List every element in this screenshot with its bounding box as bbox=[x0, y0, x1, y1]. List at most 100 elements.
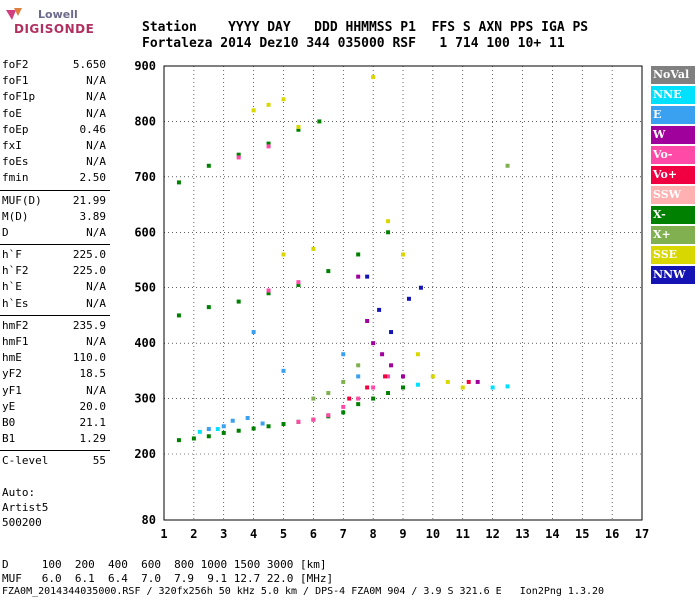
data-point bbox=[296, 127, 301, 132]
data-point bbox=[236, 155, 241, 160]
parameter-row: foF1p N/A bbox=[0, 90, 110, 106]
data-point bbox=[386, 374, 391, 379]
data-point bbox=[365, 274, 370, 279]
parameter-row: h`F 225.0 bbox=[0, 248, 110, 264]
parameter-name: h`F bbox=[2, 248, 22, 262]
data-point bbox=[356, 363, 361, 368]
legend: NoVal NNE E W Vo- Vo+ SSW X- X+ SSE NNW bbox=[651, 66, 695, 286]
data-point bbox=[371, 341, 376, 346]
data-point bbox=[386, 230, 391, 235]
data-point bbox=[380, 352, 385, 357]
data-point bbox=[386, 391, 391, 396]
data-point bbox=[245, 415, 250, 420]
parameter-value: 21.1 bbox=[79, 415, 107, 429]
y-tick-label: 600 bbox=[134, 225, 156, 239]
parameter-name: yF1 bbox=[2, 383, 22, 397]
parameter-value: N/A bbox=[86, 90, 106, 104]
parameter-row: B1 1.29 bbox=[0, 432, 110, 448]
parameter-row: hmF2 235.9 bbox=[0, 319, 110, 335]
parameter-name: foF1p bbox=[2, 90, 36, 104]
data-point bbox=[281, 422, 286, 427]
parameter-name: B0 bbox=[2, 415, 16, 429]
parameter-separator bbox=[0, 244, 110, 246]
parameter-name: h`F2 bbox=[2, 264, 29, 278]
data-point bbox=[281, 368, 286, 373]
data-point bbox=[251, 108, 256, 113]
data-point bbox=[326, 391, 331, 396]
legend-item: Vo+ bbox=[651, 166, 695, 184]
data-point bbox=[401, 374, 405, 379]
data-point bbox=[371, 75, 376, 80]
legend-item: NoVal bbox=[651, 66, 695, 84]
data-point bbox=[230, 418, 235, 423]
parameter-row: hmF1 N/A bbox=[0, 335, 110, 351]
data-point bbox=[266, 102, 271, 107]
data-point bbox=[221, 424, 226, 429]
parameter-name: M(D) bbox=[2, 209, 29, 223]
data-point bbox=[281, 97, 286, 102]
parameter-name: yF2 bbox=[2, 367, 22, 381]
data-point bbox=[356, 274, 361, 279]
y-tick-label: 500 bbox=[134, 281, 156, 295]
header-values: Fortaleza 2014 Dez10 344 035000 RSF 1 71… bbox=[142, 36, 565, 51]
legend-item: X- bbox=[651, 206, 695, 224]
data-point bbox=[365, 318, 370, 323]
parameter-value: 55 bbox=[92, 454, 106, 468]
parameter-name: foEs bbox=[2, 155, 29, 169]
data-point bbox=[215, 427, 220, 432]
data-point bbox=[206, 434, 211, 439]
data-point bbox=[311, 417, 316, 422]
data-point bbox=[365, 385, 370, 390]
x-tick-label: 11 bbox=[456, 527, 470, 541]
parameter-row: h`F2 225.0 bbox=[0, 264, 110, 280]
parameter-name: yE bbox=[2, 399, 16, 413]
data-point bbox=[383, 374, 388, 379]
x-tick-label: 15 bbox=[575, 527, 589, 541]
x-tick-label: 4 bbox=[250, 527, 257, 541]
x-tick-label: 8 bbox=[370, 527, 377, 541]
data-point bbox=[266, 144, 271, 149]
data-point bbox=[206, 427, 211, 432]
data-point bbox=[386, 219, 391, 224]
x-tick-label: 14 bbox=[545, 527, 559, 541]
parameter-name: MUF(D) bbox=[2, 193, 42, 207]
data-point bbox=[176, 180, 181, 185]
data-point bbox=[356, 402, 361, 407]
data-point bbox=[251, 330, 256, 335]
x-tick-label: 10 bbox=[426, 527, 440, 541]
data-point bbox=[475, 379, 480, 384]
legend-item: SSE bbox=[651, 246, 695, 264]
parameter-row: D N/A bbox=[0, 226, 110, 242]
data-point bbox=[191, 436, 196, 441]
logo-line2: DIGISONDE bbox=[14, 22, 95, 36]
parameter-name: h`Es bbox=[2, 296, 29, 310]
data-point bbox=[251, 426, 256, 431]
parameter-value: N/A bbox=[86, 383, 106, 397]
parameter-value: N/A bbox=[86, 225, 106, 239]
y-tick-label: 900 bbox=[134, 59, 156, 73]
data-point bbox=[371, 396, 376, 401]
x-tick-label: 12 bbox=[485, 527, 499, 541]
parameter-value: 3.89 bbox=[79, 209, 107, 223]
parameter-separator bbox=[0, 314, 110, 316]
data-point bbox=[341, 352, 346, 357]
parameter-row: yE 20.0 bbox=[0, 400, 110, 416]
data-point bbox=[326, 269, 331, 274]
data-point bbox=[317, 119, 322, 124]
data-point bbox=[266, 288, 271, 293]
parameter-value: 21.99 bbox=[72, 193, 106, 207]
x-tick-label: 13 bbox=[515, 527, 529, 541]
parameter-value: 110.0 bbox=[72, 351, 106, 365]
data-point bbox=[236, 428, 241, 433]
data-point bbox=[389, 330, 394, 335]
data-point bbox=[266, 424, 271, 429]
parameter-value: 235.9 bbox=[72, 318, 106, 332]
parameter-value: N/A bbox=[86, 280, 106, 294]
parameter-name: h`E bbox=[2, 280, 22, 294]
data-point bbox=[505, 163, 510, 168]
x-tick-label: 2 bbox=[190, 527, 197, 541]
parameter-row: yF2 18.5 bbox=[0, 367, 110, 383]
data-point bbox=[466, 379, 471, 384]
data-point bbox=[341, 379, 346, 384]
parameter-separator bbox=[0, 189, 110, 191]
